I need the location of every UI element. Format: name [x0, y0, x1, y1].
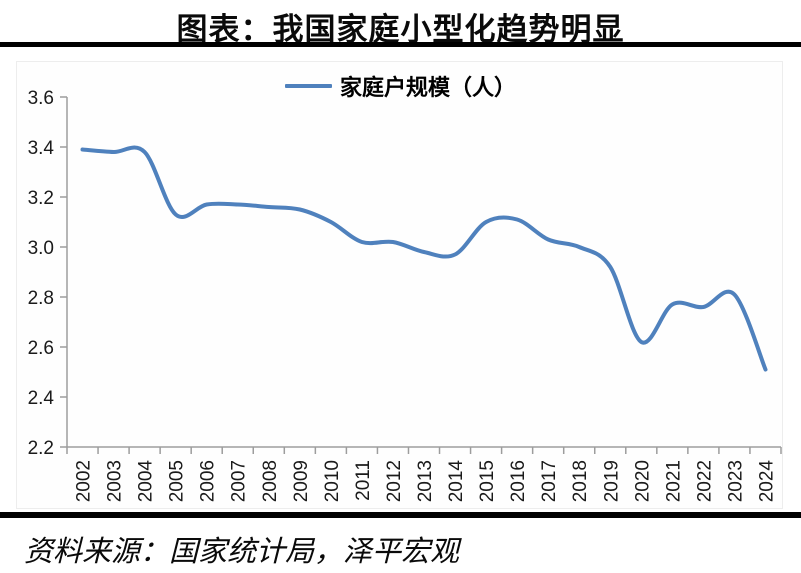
legend-label: 家庭户规模（人） [339, 75, 516, 100]
x-axis-tick-label: 2004 [136, 460, 157, 503]
source-divider [0, 512, 801, 518]
x-axis-tick-label: 2006 [198, 460, 219, 502]
chart-container [16, 61, 783, 509]
x-axis-tick-label: 2024 [756, 460, 777, 503]
y-axis-tick-label: 2.4 [28, 388, 55, 409]
y-axis-tick-label: 2.8 [28, 288, 54, 309]
x-axis-tick-label: 2011 [353, 460, 374, 501]
x-axis-tick-label: 2019 [601, 460, 622, 502]
series-line-household-size [80, 145, 768, 372]
y-axis-tick-label: 2.6 [28, 338, 54, 359]
x-axis-tick-label: 2018 [570, 460, 591, 502]
x-axis-tick-label: 2013 [415, 460, 436, 502]
x-axis-tick-label: 2023 [725, 460, 746, 502]
x-axis-tick-label: 2014 [446, 460, 467, 503]
legend: 家庭户规模（人） [0, 73, 801, 100]
legend-line-swatch [284, 84, 332, 88]
y-axis-tick-label: 3.0 [28, 238, 54, 259]
x-axis-tick-label: 2012 [384, 460, 405, 502]
x-axis-tick-label: 2009 [291, 460, 312, 502]
page-title: 图表：我国家庭小型化趋势明显 [176, 12, 625, 47]
x-axis-tick-label: 2003 [105, 460, 126, 502]
x-axis-tick-label: 2022 [694, 460, 715, 502]
title-divider [0, 42, 801, 47]
x-axis-tick-label: 2015 [477, 460, 498, 502]
y-axis-tick-label: 3.2 [28, 188, 54, 209]
x-axis-tick-label: 2007 [229, 460, 250, 502]
x-axis-tick-label: 2002 [74, 460, 95, 502]
y-axis-tick-label: 3.6 [28, 88, 54, 109]
x-axis-tick-label: 2017 [539, 460, 560, 502]
x-axis-tick-label: 2010 [322, 460, 343, 502]
x-axis-tick-label: 2020 [632, 460, 653, 502]
x-axis-tick-label: 2016 [508, 460, 529, 502]
x-axis-tick-label: 2008 [260, 460, 281, 502]
source-note: 资料来源：国家统计局，泽平宏观 [24, 536, 460, 568]
x-axis-tick-label: 2005 [167, 460, 188, 502]
x-axis-tick-label: 2021 [663, 460, 684, 502]
y-axis-tick-label: 3.4 [28, 138, 55, 159]
y-axis-tick-label: 2.2 [28, 438, 54, 459]
